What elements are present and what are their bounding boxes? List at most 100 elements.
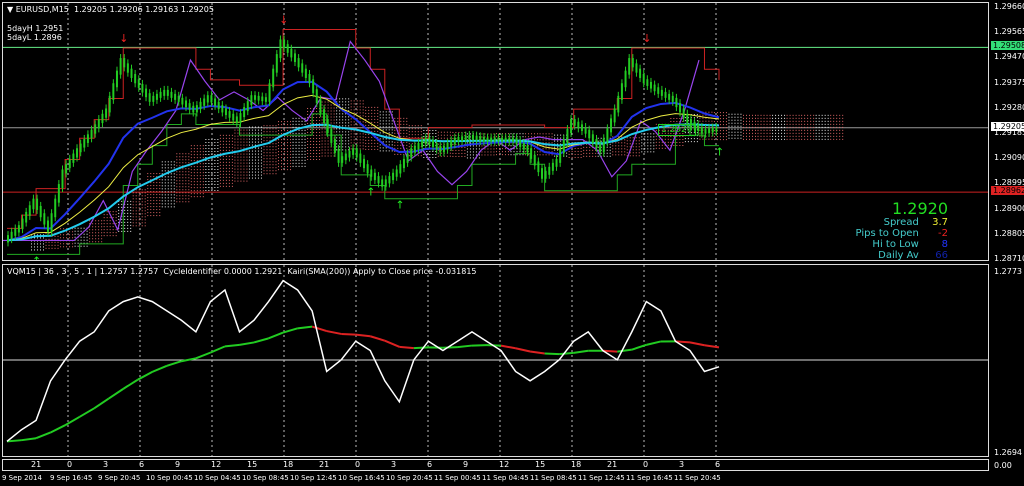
cloud-dot bbox=[115, 214, 117, 216]
cloud-dot bbox=[778, 138, 780, 140]
cloud-dot bbox=[263, 155, 265, 157]
cloud-dot bbox=[466, 136, 468, 138]
cloud-dot bbox=[795, 117, 797, 119]
cloud-dot bbox=[173, 161, 175, 163]
cloud-dot bbox=[336, 143, 338, 145]
cloud-dot bbox=[769, 114, 771, 116]
cloud-dot bbox=[734, 137, 736, 139]
cloud-dot bbox=[350, 100, 352, 102]
cloud-dot bbox=[243, 147, 245, 149]
cloud-dot bbox=[388, 111, 390, 113]
price-tick: 1.29280 bbox=[994, 102, 1024, 112]
cloud-dot bbox=[464, 152, 466, 154]
cloud-dot bbox=[719, 136, 721, 138]
cloud-dot bbox=[690, 132, 692, 134]
cloud-dot bbox=[359, 118, 361, 120]
cloud-dot bbox=[333, 104, 335, 106]
cloud-dot bbox=[298, 141, 300, 143]
cloud-dot bbox=[219, 176, 221, 178]
cloud-dot bbox=[600, 146, 602, 148]
cloud-dot bbox=[408, 131, 410, 133]
cloud-dot bbox=[365, 133, 367, 135]
cloud-dot bbox=[112, 211, 114, 213]
cloud-dot bbox=[243, 153, 245, 155]
cloud-dot bbox=[676, 144, 678, 146]
cloud-dot bbox=[595, 155, 597, 157]
cloud-dot bbox=[801, 129, 803, 131]
cloud-dot bbox=[461, 155, 463, 157]
cloud-dot bbox=[319, 134, 321, 136]
cloud-dot bbox=[391, 126, 393, 128]
date-tick: 10 Sep 20:45 bbox=[386, 474, 433, 482]
cloud-dot bbox=[455, 131, 457, 133]
cloud-dot bbox=[127, 209, 129, 211]
cloud-dot bbox=[842, 132, 844, 134]
cloud-dot bbox=[755, 123, 756, 125]
cloud-dot bbox=[348, 104, 350, 106]
cloud-dot bbox=[725, 136, 727, 138]
cloud-dot bbox=[827, 132, 829, 134]
cloud-dot bbox=[153, 200, 155, 202]
cloud-dot bbox=[260, 126, 262, 128]
signal-line-segment bbox=[210, 345, 226, 354]
cloud-dot bbox=[336, 116, 338, 118]
cloud-dot bbox=[188, 186, 190, 188]
cloud-dot bbox=[275, 149, 277, 151]
cloud-dot bbox=[749, 117, 750, 119]
cloud-dot bbox=[635, 149, 637, 151]
cloud-dot bbox=[228, 155, 230, 157]
cloud-dot bbox=[144, 225, 146, 227]
cloud-dot bbox=[141, 216, 143, 218]
cloud-dot bbox=[243, 168, 245, 170]
indicator-pane[interactable]: VQM15 | 36 , 3 , 5 , 1 | 1.2757 1.2757 C… bbox=[2, 264, 989, 457]
cloud-dot bbox=[740, 119, 742, 121]
cloud-dot bbox=[534, 136, 536, 138]
cloud-dot bbox=[528, 151, 530, 153]
cloud-dot bbox=[313, 155, 315, 157]
cloud-dot bbox=[327, 110, 329, 112]
cloud-dot bbox=[219, 185, 221, 187]
cloud-dot bbox=[278, 163, 280, 165]
cloud-dot bbox=[164, 197, 166, 199]
cloud-dot bbox=[127, 230, 129, 232]
cloud-dot bbox=[199, 148, 201, 150]
cloud-dot bbox=[350, 130, 352, 132]
cloud-dot bbox=[193, 145, 195, 147]
cloud-dot bbox=[772, 132, 774, 134]
cloud-dot bbox=[813, 135, 815, 137]
cloud-dot bbox=[580, 156, 582, 158]
cloud-dot bbox=[257, 171, 259, 173]
cloud-dot bbox=[144, 216, 146, 218]
cloud-dot bbox=[176, 195, 178, 197]
cloud-dot bbox=[211, 138, 213, 140]
cloud-dot bbox=[644, 136, 646, 138]
sell-arrow-icon: ↓ bbox=[119, 32, 128, 45]
cloud-dot bbox=[801, 138, 803, 140]
cloud-dot bbox=[167, 197, 169, 199]
cloud-dot bbox=[757, 114, 759, 116]
cloud-dot bbox=[400, 141, 402, 143]
cloud-dot bbox=[537, 154, 539, 156]
cloud-dot bbox=[121, 200, 123, 202]
cloud-dot bbox=[185, 168, 187, 170]
cloud-dot bbox=[167, 200, 169, 202]
cloud-dot bbox=[310, 122, 312, 124]
cloud-dot bbox=[600, 140, 602, 142]
price-chart-pane[interactable]: ↑↓↓↑↓↑↑ ▼ EURUSD,M15 1.29205 1.29206 1.2… bbox=[2, 2, 989, 261]
candle-body bbox=[628, 58, 631, 75]
cloud-dot bbox=[170, 200, 172, 202]
cloud-dot bbox=[734, 134, 736, 136]
cloud-dot bbox=[188, 168, 190, 170]
cloud-dot bbox=[272, 152, 274, 154]
cloud-dot bbox=[621, 154, 623, 156]
cloud-dot bbox=[333, 113, 335, 115]
cloud-dot bbox=[179, 156, 181, 158]
cloud-dot bbox=[350, 106, 352, 108]
cloud-dot bbox=[609, 149, 611, 151]
cloud-dot bbox=[185, 156, 187, 158]
cloud-dot bbox=[650, 142, 652, 144]
cloud-dot bbox=[231, 161, 233, 163]
signal-line-segment bbox=[399, 345, 414, 350]
cloud-dot bbox=[176, 171, 178, 173]
cloud-dot bbox=[66, 246, 68, 248]
